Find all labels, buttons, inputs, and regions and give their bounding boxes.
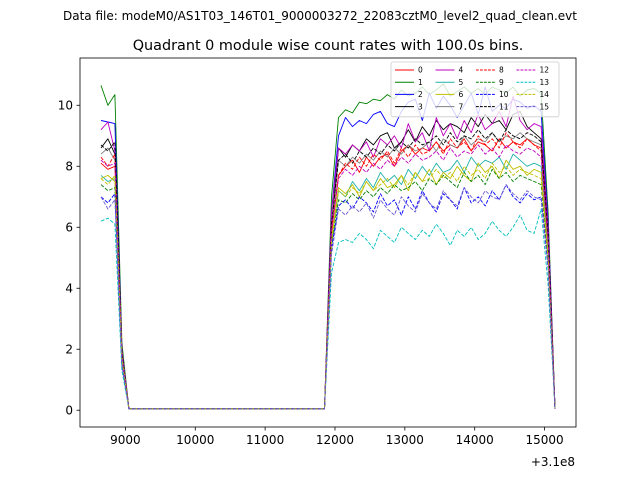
figure-suptitle: Data file: modeM0/AS1T03_146T01_90000032…: [63, 9, 577, 23]
legend-label-4: 4: [459, 66, 464, 75]
legend-label-10: 10: [499, 90, 509, 99]
plot-area: 9000 10000 11000 12000 13000 14000 15000 0 2 4 6 8 1…: [58, 57, 577, 447]
series-line-7: [100, 132, 556, 410]
legend-label-9: 9: [499, 78, 504, 87]
x-tick-label-12000: 12000: [316, 433, 354, 447]
x-offset-label: +3.1e8: [531, 455, 575, 469]
legend-label-12: 12: [540, 66, 550, 75]
series-group: [100, 83, 556, 410]
series-line-11: [100, 129, 556, 410]
series-line-9: [100, 168, 556, 410]
legend-label-7: 7: [459, 102, 464, 111]
y-tick-label-8: 8: [65, 160, 73, 174]
x-tick-label-11000: 11000: [246, 433, 284, 447]
axes-frame: [79, 57, 577, 428]
y-tick-label-0: 0: [65, 404, 73, 418]
y-tick-label-2: 2: [65, 343, 73, 357]
x-tick-label-14000: 14000: [456, 433, 494, 447]
series-line-12: [100, 144, 556, 410]
legend-label-0: 0: [418, 66, 423, 75]
series-line-10: [100, 184, 556, 410]
y-tick-label-6: 6: [65, 221, 73, 235]
legend-label-8: 8: [499, 66, 504, 75]
legend-label-1: 1: [418, 78, 423, 87]
legend-label-14: 14: [540, 90, 550, 99]
legend-label-3: 3: [418, 102, 423, 111]
x-tick-label-9000: 9000: [110, 433, 141, 447]
legend-label-6: 6: [459, 90, 464, 99]
x-tick-label-15000: 15000: [525, 433, 563, 447]
y-tick-label-10: 10: [58, 99, 73, 113]
chart-title: Quadrant 0 module wise count rates with …: [133, 38, 524, 54]
y-tick-label-4: 4: [65, 282, 73, 296]
legend-label-5: 5: [459, 78, 464, 87]
series-line-13: [100, 208, 556, 410]
x-tick-label-13000: 13000: [386, 433, 424, 447]
legend-label-13: 13: [540, 78, 550, 87]
series-line-14: [100, 162, 556, 410]
x-tick-label-10000: 10000: [176, 433, 214, 447]
legend-label-2: 2: [418, 90, 423, 99]
legend-label-15: 15: [540, 102, 550, 111]
legend-label-11: 11: [499, 102, 509, 111]
legend-box: [390, 61, 560, 118]
series-line-15: [100, 184, 556, 410]
